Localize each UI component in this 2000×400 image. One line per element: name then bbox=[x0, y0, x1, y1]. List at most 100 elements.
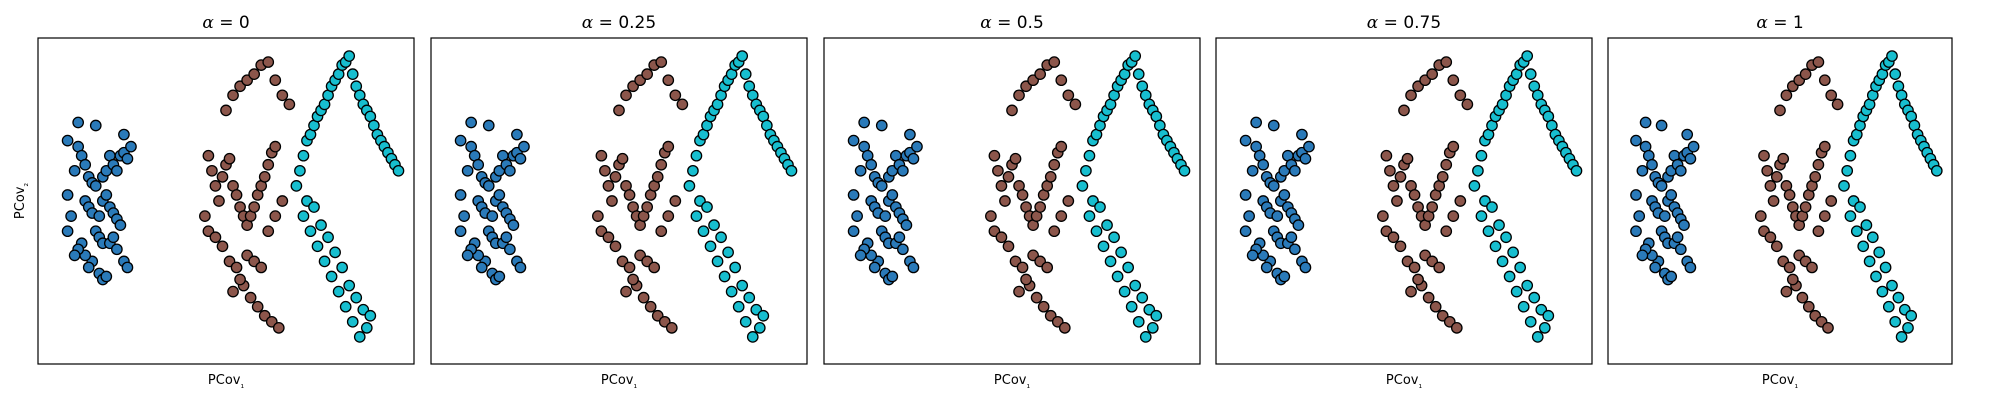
scatter-point bbox=[1034, 68, 1047, 81]
scatter-point bbox=[1754, 210, 1767, 222]
scatter-point bbox=[1818, 210, 1831, 222]
scatter-point bbox=[1514, 261, 1527, 274]
scatter-point bbox=[609, 170, 622, 183]
scatter-point bbox=[458, 210, 470, 222]
scatter-point bbox=[227, 89, 239, 102]
scatter-point bbox=[1461, 98, 1474, 111]
scatter-point bbox=[1006, 104, 1018, 117]
panel-title: α = 0 bbox=[202, 13, 249, 33]
scatter-point bbox=[500, 231, 513, 244]
scatter-point bbox=[1097, 240, 1110, 253]
scatter-point bbox=[1405, 285, 1417, 298]
scatter-point bbox=[886, 189, 899, 201]
scatter-point bbox=[1468, 180, 1481, 192]
scatter-point bbox=[1475, 210, 1488, 222]
scatter-point bbox=[248, 201, 261, 213]
scatter-point bbox=[68, 249, 81, 262]
scatter-point bbox=[1770, 170, 1783, 183]
series-versicolor bbox=[1377, 56, 1474, 334]
scatter-point bbox=[1129, 279, 1142, 292]
scatter-point bbox=[511, 128, 523, 141]
scatter-point bbox=[514, 261, 527, 274]
scatter-point bbox=[1521, 279, 1534, 292]
scatter-point bbox=[868, 261, 881, 274]
scatter-point bbox=[1055, 210, 1068, 222]
scatter-point bbox=[339, 300, 352, 313]
scatter-point bbox=[514, 152, 527, 165]
scatter-point bbox=[1886, 279, 1898, 292]
scatter-point bbox=[687, 164, 699, 177]
scatter-panel-1: α = 0 PCov₁ PCov₂ bbox=[13, 13, 415, 391]
scatter-point bbox=[1799, 201, 1812, 213]
scatter-point bbox=[1472, 164, 1484, 177]
scatter-point bbox=[111, 243, 123, 256]
scatter-point bbox=[1531, 331, 1544, 343]
series-setosa bbox=[1630, 116, 1700, 286]
scatter-point bbox=[475, 261, 488, 274]
scatter-point bbox=[858, 116, 871, 129]
scatter-point bbox=[1034, 201, 1047, 213]
scatter-point bbox=[220, 104, 232, 117]
scatter-point bbox=[61, 225, 74, 238]
series-versicolor bbox=[592, 56, 689, 334]
scatter-point bbox=[1658, 210, 1671, 222]
scatter-point bbox=[507, 219, 520, 232]
scatter-point bbox=[1436, 170, 1449, 183]
scatter-point bbox=[1844, 210, 1857, 222]
scatter-point bbox=[1408, 261, 1421, 274]
scatter-point bbox=[1489, 240, 1502, 253]
series-virginica bbox=[290, 50, 405, 343]
scatter-point bbox=[851, 210, 863, 222]
scatter-point bbox=[1132, 315, 1145, 328]
scatter-point bbox=[269, 210, 282, 222]
scatter-point bbox=[1447, 140, 1460, 153]
series-versicolor bbox=[199, 56, 296, 334]
scatter-panel-2: α = 0.25 PCov₁ bbox=[430, 13, 808, 391]
scatter-point bbox=[114, 219, 127, 232]
scatter-point bbox=[251, 300, 264, 313]
scatter-point bbox=[1528, 291, 1541, 304]
scatter-point bbox=[1278, 270, 1291, 283]
scatter-point bbox=[216, 170, 229, 183]
scatter-point bbox=[785, 164, 798, 177]
scatter-point bbox=[1299, 261, 1312, 274]
scatter-point bbox=[1841, 164, 1854, 177]
scatter-point bbox=[683, 180, 696, 192]
x-axis-label: PCov₁ bbox=[1762, 373, 1799, 391]
scatter-point bbox=[454, 225, 467, 238]
scatter-point bbox=[276, 89, 289, 102]
scatter-point bbox=[461, 164, 474, 177]
scatter-point bbox=[1633, 210, 1646, 222]
scatter-point bbox=[262, 56, 275, 68]
scatter-point bbox=[209, 180, 222, 192]
scatter-point bbox=[1239, 225, 1252, 238]
scatter-point bbox=[1806, 261, 1818, 274]
scatter-point bbox=[1542, 309, 1555, 322]
scatter-point bbox=[1812, 158, 1825, 171]
scatter-point bbox=[1684, 152, 1697, 165]
scatter-point bbox=[283, 98, 296, 111]
scatter-point bbox=[1440, 56, 1453, 68]
scatter-point bbox=[1636, 164, 1649, 177]
scatter-point bbox=[336, 261, 349, 274]
scatter-point bbox=[1678, 219, 1690, 232]
scatter-point bbox=[1818, 140, 1831, 153]
scatter-point bbox=[1048, 225, 1061, 238]
scatter-point bbox=[1013, 89, 1025, 102]
scatter-point bbox=[258, 170, 271, 183]
scatter-point bbox=[1246, 249, 1259, 262]
scatter-point bbox=[1122, 261, 1135, 274]
scatter-point bbox=[1243, 210, 1255, 222]
series-versicolor bbox=[1754, 56, 1844, 334]
scatter-point bbox=[1132, 68, 1145, 81]
scatter-point bbox=[1250, 116, 1263, 129]
scatter-point bbox=[1818, 74, 1831, 87]
scatter-point bbox=[493, 189, 506, 201]
scatter-point bbox=[1447, 210, 1460, 222]
scatter-point bbox=[504, 164, 516, 177]
scatter-point bbox=[847, 189, 860, 201]
scatter-point bbox=[736, 279, 749, 292]
series-virginica bbox=[1076, 50, 1191, 343]
scatter-point bbox=[290, 180, 303, 192]
scatter-point bbox=[93, 210, 106, 222]
